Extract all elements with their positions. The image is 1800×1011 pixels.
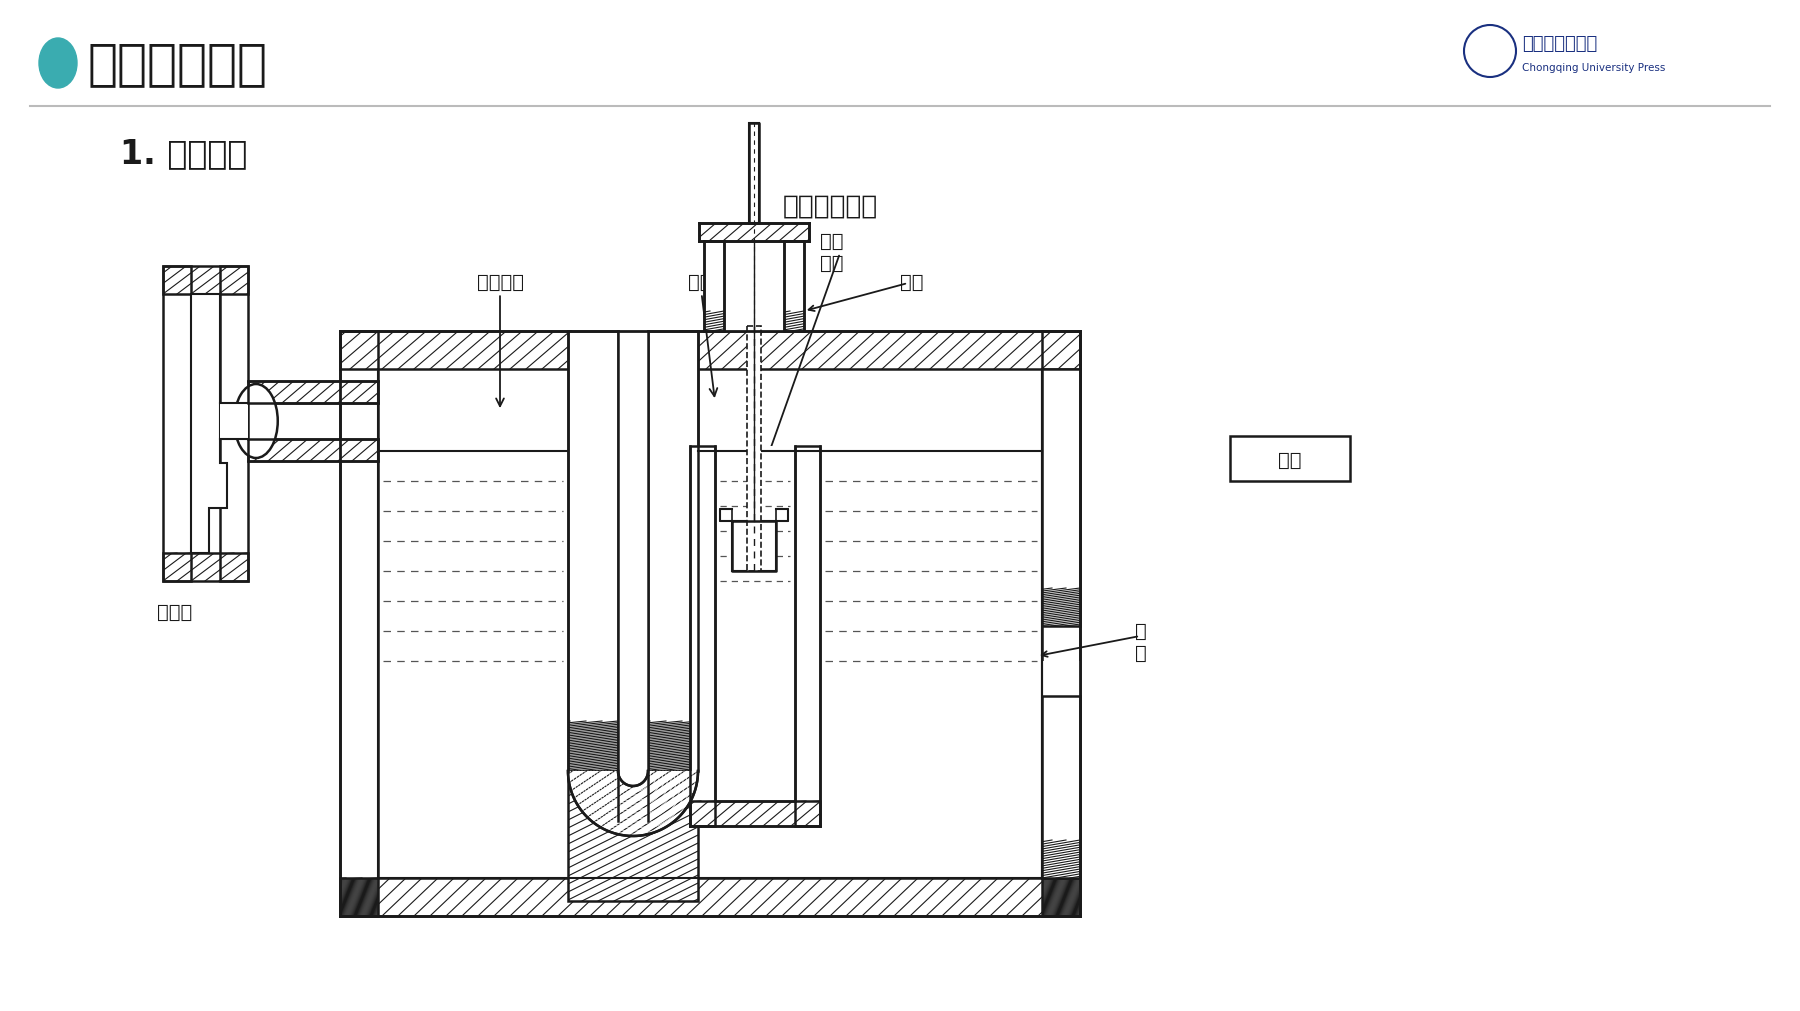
Polygon shape xyxy=(164,553,248,581)
Bar xyxy=(724,242,785,332)
Polygon shape xyxy=(1042,697,1080,879)
Polygon shape xyxy=(704,242,724,332)
Text: Chongqing University Press: Chongqing University Press xyxy=(1523,63,1665,73)
Polygon shape xyxy=(248,440,378,462)
Polygon shape xyxy=(164,267,248,295)
Text: 动画: 动画 xyxy=(1278,450,1301,469)
Bar xyxy=(749,124,760,223)
Bar xyxy=(715,447,796,801)
Bar xyxy=(747,327,761,571)
Polygon shape xyxy=(698,223,808,242)
Text: 压射
冲头: 压射 冲头 xyxy=(821,232,844,272)
Polygon shape xyxy=(248,381,378,403)
Polygon shape xyxy=(220,267,248,581)
Bar xyxy=(733,522,776,571)
Text: 1. 工艺过程: 1. 工艺过程 xyxy=(121,137,247,170)
Text: 压铸型: 压铸型 xyxy=(157,602,193,621)
Polygon shape xyxy=(191,295,227,553)
Text: 三、压力铸造: 三、压力铸造 xyxy=(88,40,268,88)
Bar xyxy=(720,510,733,522)
Polygon shape xyxy=(648,332,698,771)
Polygon shape xyxy=(569,332,617,771)
Bar xyxy=(220,403,248,440)
Text: 液态金属: 液态金属 xyxy=(477,272,524,406)
Polygon shape xyxy=(340,879,1080,916)
Polygon shape xyxy=(569,771,698,836)
Text: 压室: 压室 xyxy=(900,272,923,291)
Ellipse shape xyxy=(40,39,77,89)
Polygon shape xyxy=(689,447,715,826)
Polygon shape xyxy=(796,447,821,826)
Text: 重庆大学出版社: 重庆大学出版社 xyxy=(1523,35,1597,53)
Polygon shape xyxy=(340,332,378,916)
Ellipse shape xyxy=(234,384,277,459)
Polygon shape xyxy=(1042,370,1080,627)
Text: 热压室压铸机: 热压室压铸机 xyxy=(783,194,878,219)
Polygon shape xyxy=(569,771,698,836)
Bar xyxy=(1042,661,1080,879)
Polygon shape xyxy=(1042,332,1080,916)
Polygon shape xyxy=(569,771,698,901)
Polygon shape xyxy=(680,332,1080,370)
Bar xyxy=(776,510,788,522)
Polygon shape xyxy=(617,332,648,787)
Bar xyxy=(1229,437,1350,481)
Polygon shape xyxy=(164,267,191,581)
Text: 坩埚: 坩埚 xyxy=(688,272,716,397)
Bar xyxy=(191,295,220,553)
Text: 通
道: 通 道 xyxy=(619,780,630,822)
Polygon shape xyxy=(689,801,821,826)
Text: 喷
嘴: 喷 嘴 xyxy=(266,417,277,457)
Polygon shape xyxy=(785,242,805,332)
Polygon shape xyxy=(340,332,571,370)
Text: 进
口: 进 口 xyxy=(1136,621,1147,662)
